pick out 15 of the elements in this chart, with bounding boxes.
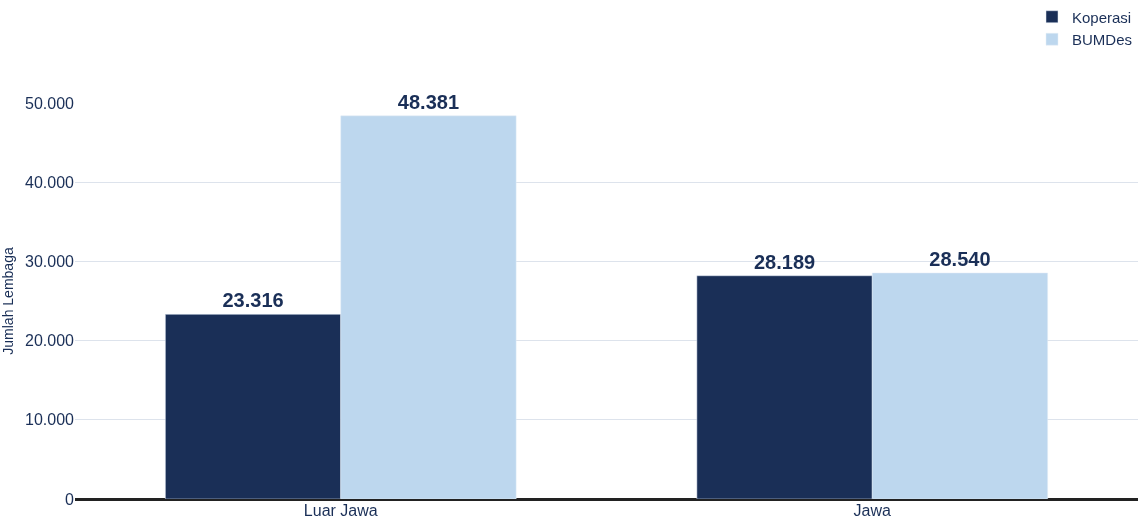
y-axis-title: Jumlah Lembaga [0, 247, 16, 355]
y-tick-label: 30.000 [25, 253, 75, 270]
y-tick-label: 10.000 [25, 411, 75, 429]
y-tick-label: 0 [65, 490, 75, 508]
data-label: 23.316 [222, 289, 284, 312]
x-tick-label: Jawa [853, 502, 892, 519]
y-tick-label: 20.000 [25, 332, 75, 350]
x-tick-label: Luar Jawa [303, 502, 378, 519]
data-label: 28.189 [753, 250, 816, 273]
data-label: 28.540 [929, 247, 991, 270]
y-tick-label: 40.000 [25, 173, 75, 191]
legend-label: BUMDes [1072, 31, 1133, 49]
legend-label: Koperasi [1072, 8, 1132, 26]
y-tick-label: 50.000 [25, 94, 75, 112]
data-label: 48.381 [397, 90, 460, 113]
